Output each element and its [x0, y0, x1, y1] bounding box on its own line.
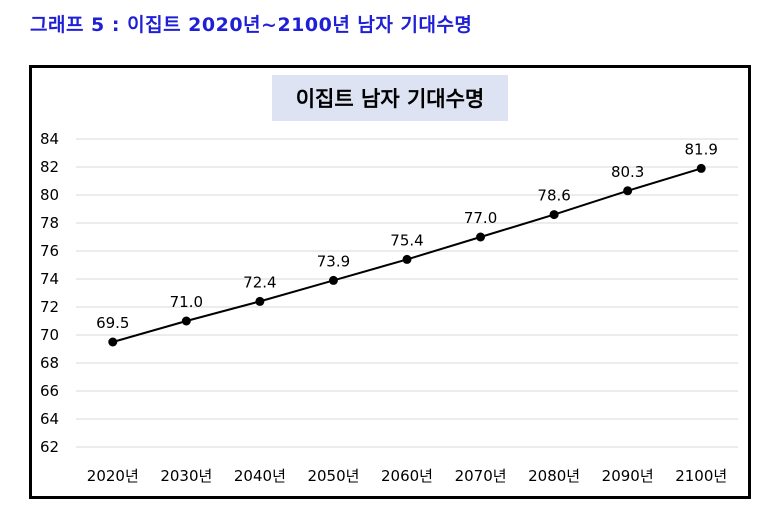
data-point [328, 275, 338, 285]
y-tick-label: 78 [40, 214, 59, 232]
data-label: 69.5 [96, 314, 129, 332]
chart-title: 이집트 남자 기대수명 [296, 87, 485, 111]
y-tick-label: 80 [40, 186, 59, 204]
data-point [696, 163, 706, 173]
data-labels: 69.5 71.0 72.4 73.9 75.4 77.0 78.6 80.3 81.9 [96, 140, 718, 332]
data-label: 72.4 [243, 273, 276, 291]
y-tick-label: 82 [40, 158, 59, 176]
data-label: 73.9 [317, 252, 350, 270]
data-label: 71.0 [170, 293, 203, 311]
data-point [181, 316, 191, 326]
data-point [623, 186, 633, 196]
x-tick-label: 2100년 [675, 467, 727, 485]
y-tick-label: 76 [40, 242, 59, 260]
chart-title-box [272, 75, 508, 121]
x-axis-ticks: 2020년 2030년 2040년 2050년 2060년 2070년 2080년 2090년… [87, 467, 727, 485]
data-label: 78.6 [537, 187, 570, 205]
x-tick-label: 2020년 [87, 467, 139, 485]
data-label: 80.3 [611, 163, 644, 181]
line-chart: 이집트 남자 기대수명 62 64 66 68 70 72 74 76 78 80 82 84 202… [40, 75, 738, 485]
chart-frame: 이집트 남자 기대수명 62 64 66 68 70 72 74 76 78 80 82 84 202… [29, 65, 751, 499]
data-point [108, 337, 118, 347]
x-tick-label: 2040년 [234, 467, 286, 485]
x-tick-label: 2070년 [455, 467, 507, 485]
y-tick-label: 70 [40, 326, 59, 344]
y-tick-label: 74 [40, 270, 59, 288]
data-label: 75.4 [390, 231, 423, 249]
y-tick-label: 64 [40, 410, 59, 428]
series-line-group [108, 163, 706, 347]
y-tick-label: 66 [40, 382, 59, 400]
data-point [549, 210, 559, 220]
data-label: 77.0 [464, 209, 497, 227]
data-point [402, 254, 412, 264]
x-tick-label: 2090년 [602, 467, 654, 485]
y-tick-label: 84 [40, 130, 59, 148]
data-label: 81.9 [685, 140, 718, 158]
x-tick-label: 2050년 [307, 467, 359, 485]
x-tick-label: 2030년 [160, 467, 212, 485]
data-point [476, 232, 486, 242]
x-tick-label: 2060년 [381, 467, 433, 485]
y-tick-label: 72 [40, 298, 59, 316]
x-tick-label: 2080년 [528, 467, 580, 485]
y-axis-ticks: 62 64 66 68 70 72 74 76 78 80 82 84 [40, 130, 59, 456]
data-point [255, 296, 265, 306]
y-tick-label: 68 [40, 354, 59, 372]
page-heading: 그래프 5 : 이집트 2020년~2100년 남자 기대수명 [30, 14, 473, 36]
y-tick-label: 62 [40, 438, 59, 456]
